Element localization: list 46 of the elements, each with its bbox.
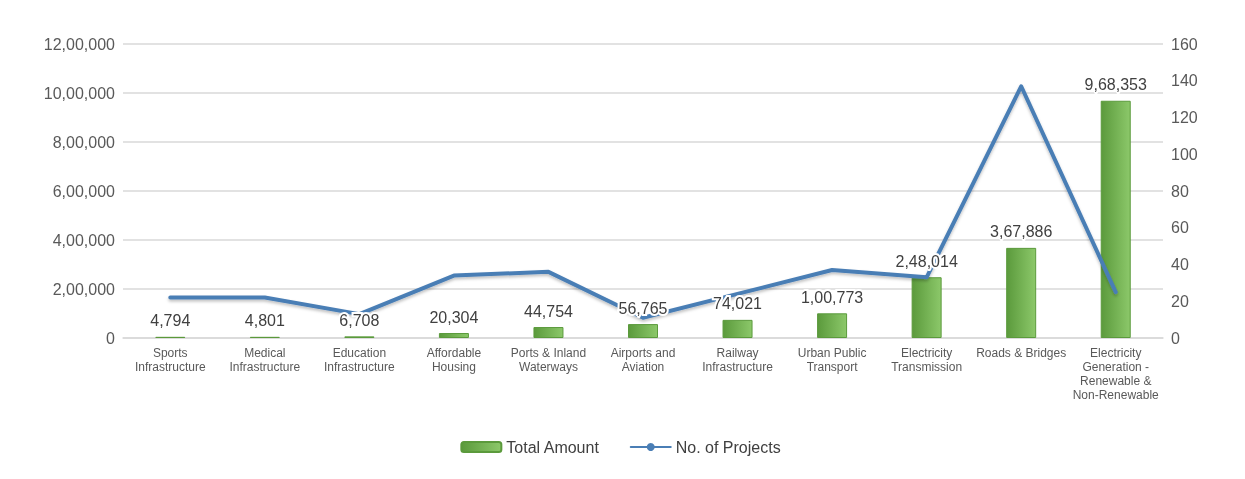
y2-tick-label: 140: [1171, 72, 1198, 90]
data-label: 9,68,353: [1084, 76, 1147, 94]
y2-tick-label: 160: [1171, 35, 1198, 53]
x-tick-label: Electricity Transmission: [891, 346, 963, 374]
data-label: 74,021: [713, 295, 763, 313]
data-label: 4,794: [150, 312, 191, 330]
y-tick-label: 10,00,000: [43, 84, 116, 102]
data-label: 20,304: [429, 308, 479, 326]
data-label: 1,00,773: [800, 288, 864, 306]
y-tick-label: 2,00,000: [52, 280, 116, 298]
y2-tick-label: 40: [1171, 256, 1189, 273]
y-tick-label: 8,00,000: [52, 133, 116, 151]
x-tick-label: Electricity Generation - Renewable & Non-Renewable: [1072, 346, 1160, 402]
x-tick-label: Urban Public Transport: [797, 346, 867, 374]
data-label: 4,801: [244, 312, 285, 330]
y2-tick-label: 60: [1171, 219, 1189, 237]
y2-tick-label: 100: [1171, 145, 1198, 163]
bar: [533, 327, 564, 338]
data-label: 6,708: [339, 311, 380, 329]
data-label: 3,67,886: [990, 223, 1053, 241]
bar: [911, 277, 942, 338]
bar: [722, 319, 753, 338]
bar: [1100, 100, 1131, 338]
y-tick-label: 6,00,000: [52, 182, 116, 200]
bar: [1006, 247, 1037, 338]
y2-tick-label: 0: [1171, 329, 1180, 347]
x-tick-label: Medical Infrastructure: [229, 346, 301, 374]
bar: [438, 333, 469, 338]
y-tick-label: 12,00,000: [43, 35, 116, 53]
x-tick-label: Ports & Inland Waterways: [510, 346, 587, 374]
x-tick-label: Airports and Aviation: [610, 346, 676, 374]
legend-label: No. of Projects: [675, 438, 781, 456]
y2-tick-label: 120: [1171, 109, 1198, 126]
bar: [817, 313, 848, 338]
data-label: 44,754: [523, 302, 574, 320]
bar: [628, 324, 658, 338]
x-tick-label: Education Infrastructure: [324, 346, 396, 374]
x-tick-label: Affordable Housing: [426, 346, 482, 374]
y2-tick-label: 80: [1171, 182, 1189, 200]
x-tick-label: Sports Infrastructure: [134, 346, 206, 374]
y-tick-label: 0: [106, 329, 116, 347]
x-tick-label: Roads & Bridges: [976, 346, 1067, 360]
x-tick-label: Railway Infrastructure: [702, 346, 774, 374]
y2-tick-label: 20: [1171, 292, 1189, 310]
legend-label: Total Amount: [506, 438, 600, 456]
y-tick-label: 4,00,000: [52, 231, 116, 249]
